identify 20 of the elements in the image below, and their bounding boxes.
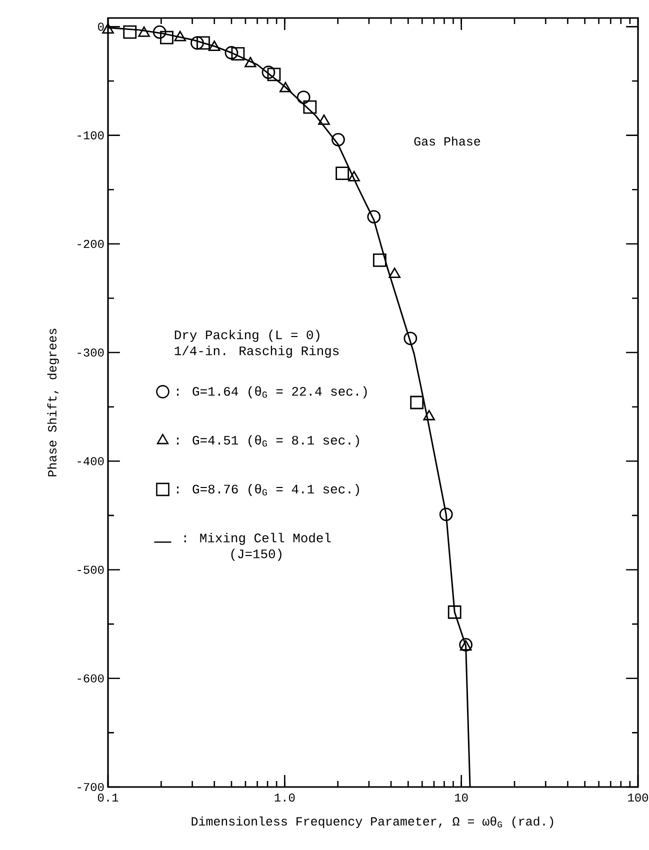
- y-axis-title: Phase Shift, degrees: [47, 328, 59, 476]
- y-tick-label: -400: [78, 457, 104, 466]
- y-tick-label: -100: [78, 131, 104, 140]
- legend-label: : G=1.64 (θ$_{G}$ = 22.4 sec.): [177, 386, 367, 398]
- x-tick-label: 100: [628, 794, 648, 802]
- y-tick-label: -500: [78, 566, 104, 574]
- legend-label: : G=8.76 (θ$_{G}$ = 4.1 sec.): [177, 484, 359, 496]
- legend-title: Dry Packing (L = 0) 1/4-in. Raschig Rings: [174, 330, 339, 358]
- x-tick-label: 0.1: [98, 794, 118, 802]
- x-tick-label: 10: [455, 794, 468, 802]
- x-tick-label: 1.0: [274, 794, 295, 802]
- y-tick-label: -700: [78, 782, 104, 792]
- annotation: Gas Phase: [414, 136, 480, 146]
- text: Dimensionless Frequency Parameter, Ω = ωθ$_{G}$ (rad.): [192, 816, 554, 828]
- legend-label: : G=4.51 (θ$_{G}$ = 8.1 sec.): [177, 435, 359, 448]
- y-tick-label: -300: [78, 348, 104, 357]
- legend-label: : Mixing Cell Model (J=150): [184, 532, 331, 561]
- y-tick-label: 0: [98, 22, 104, 31]
- y-tick-label: -200: [78, 240, 104, 248]
- y-tick-label: -600: [78, 674, 104, 682]
